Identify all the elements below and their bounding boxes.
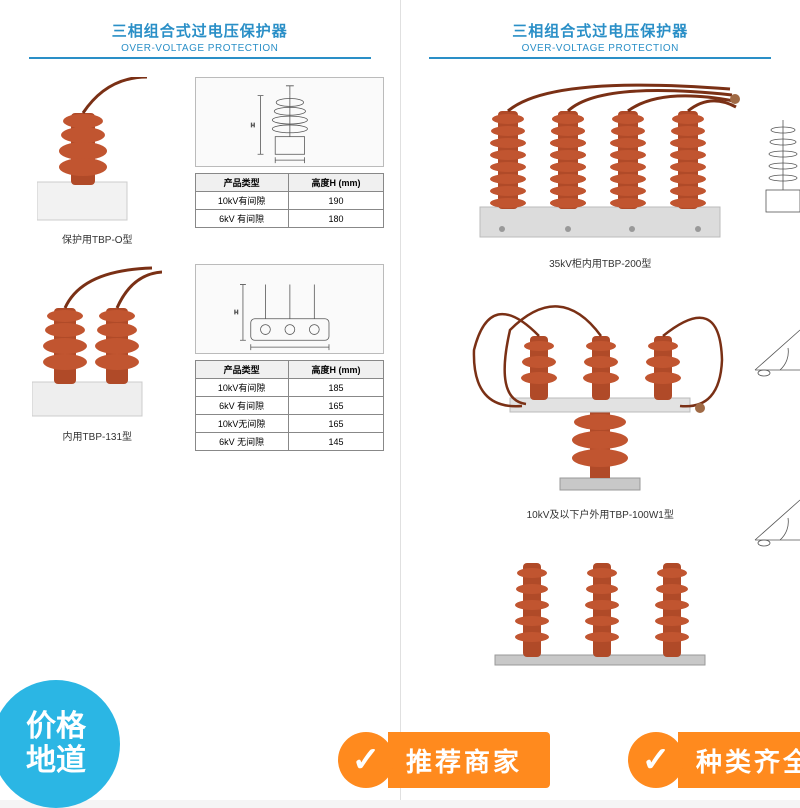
table-row: 6kV 无间隙 145 bbox=[195, 433, 384, 451]
left-product-2-drawing-box: H 产品类型 高度H (mm) 10kV有间隙 185 bbox=[195, 264, 385, 451]
left-product-2-table: 产品类型 高度H (mm) 10kV有间隙 185 6kV 有间隙 165 10… bbox=[195, 360, 385, 451]
catalog-spread: 三相组合式过电压保护器 OVER-VOLTAGE PROTECTION 保护用T… bbox=[0, 0, 800, 800]
tbp-200-figure bbox=[460, 79, 740, 249]
right-header-zh: 三相组合式过电压保护器 bbox=[411, 20, 791, 41]
right-product-1: 35kV柜内用TBP-200型 bbox=[411, 79, 791, 270]
left-header: 三相组合式过电压保护器 OVER-VOLTAGE PROTECTION bbox=[10, 20, 390, 59]
variety-badge: ✓ 种类齐全 bbox=[628, 732, 800, 788]
svg-text:H: H bbox=[250, 123, 254, 129]
left-header-zh: 三相组合式过电压保护器 bbox=[10, 20, 390, 41]
left-product-2-caption: 内用TBP-131型 bbox=[63, 428, 132, 443]
price-badge-circle: 价格 地道 bbox=[0, 680, 120, 808]
variety-badge-label: 种类齐全 bbox=[678, 732, 800, 788]
svg-text:H: H bbox=[234, 310, 238, 316]
right-product-2: 10kV及以下户外用TBP-100W1型 bbox=[411, 290, 791, 521]
right-product-3 bbox=[411, 533, 791, 683]
left-header-rule bbox=[29, 57, 371, 59]
recommend-badge: ✓ 推荐商家 bbox=[338, 732, 550, 788]
left-product-1-caption: 保护用TBP-O型 bbox=[62, 231, 133, 246]
recommend-badge-label: 推荐商家 bbox=[388, 732, 550, 788]
table-row: 10kV有间隙 185 bbox=[195, 379, 384, 397]
recommend-badge-check-icon: ✓ bbox=[338, 732, 394, 788]
left-product-2: 内用TBP-131型 H bbox=[10, 264, 390, 451]
right-header: 三相组合式过电压保护器 OVER-VOLTAGE PROTECTION bbox=[411, 20, 791, 59]
right-product-2-caption: 10kV及以下户外用TBP-100W1型 bbox=[527, 506, 674, 521]
left-product-1-drawing-box: H 产品类型 高度H (mm) 10kV有间隙 190 bbox=[195, 77, 385, 228]
table-row: 10kV无间隙 165 bbox=[195, 415, 384, 433]
right-header-en: OVER-VOLTAGE PROTECTION bbox=[411, 43, 791, 54]
left-product-1-table: 产品类型 高度H (mm) 10kV有间隙 190 6kV 有间隙 180 bbox=[195, 173, 385, 228]
arrester-tbp-131-photo bbox=[32, 264, 162, 424]
right-header-rule bbox=[429, 57, 771, 59]
tbp-bar-figure bbox=[475, 533, 725, 683]
table-header: 产品类型 bbox=[195, 174, 288, 192]
left-product-2-photo: 内用TBP-131型 bbox=[10, 264, 185, 443]
table-row: 6kV 有间隙 180 bbox=[195, 210, 384, 228]
left-product-2-drawing: H bbox=[195, 264, 385, 354]
left-product-1: 保护用TBP-O型 H bbox=[10, 77, 390, 246]
table-row: 6kV 有间隙 165 bbox=[195, 397, 384, 415]
left-product-1-photo: 保护用TBP-O型 bbox=[10, 77, 185, 246]
right-page: 三相组合式过电压保护器 OVER-VOLTAGE PROTECTION bbox=[401, 0, 800, 800]
arrester-tbp-o-photo bbox=[37, 77, 157, 227]
table-row: 10kV有间隙 190 bbox=[195, 192, 384, 210]
side-drawing-1 bbox=[750, 300, 800, 395]
side-drawing-2 bbox=[750, 470, 800, 565]
table-header: 高度H (mm) bbox=[288, 174, 384, 192]
price-badge: 价格 地道 bbox=[0, 680, 120, 808]
left-product-1-drawing: H bbox=[195, 77, 385, 167]
right-product-1-caption: 35kV柜内用TBP-200型 bbox=[549, 255, 651, 270]
table-header: 产品类型 bbox=[195, 361, 288, 379]
tbp-100w1-figure bbox=[470, 290, 730, 500]
side-drawing-0 bbox=[756, 100, 800, 235]
left-header-en: OVER-VOLTAGE PROTECTION bbox=[10, 43, 390, 54]
table-header: 高度H (mm) bbox=[288, 361, 384, 379]
variety-badge-check-icon: ✓ bbox=[628, 732, 684, 788]
